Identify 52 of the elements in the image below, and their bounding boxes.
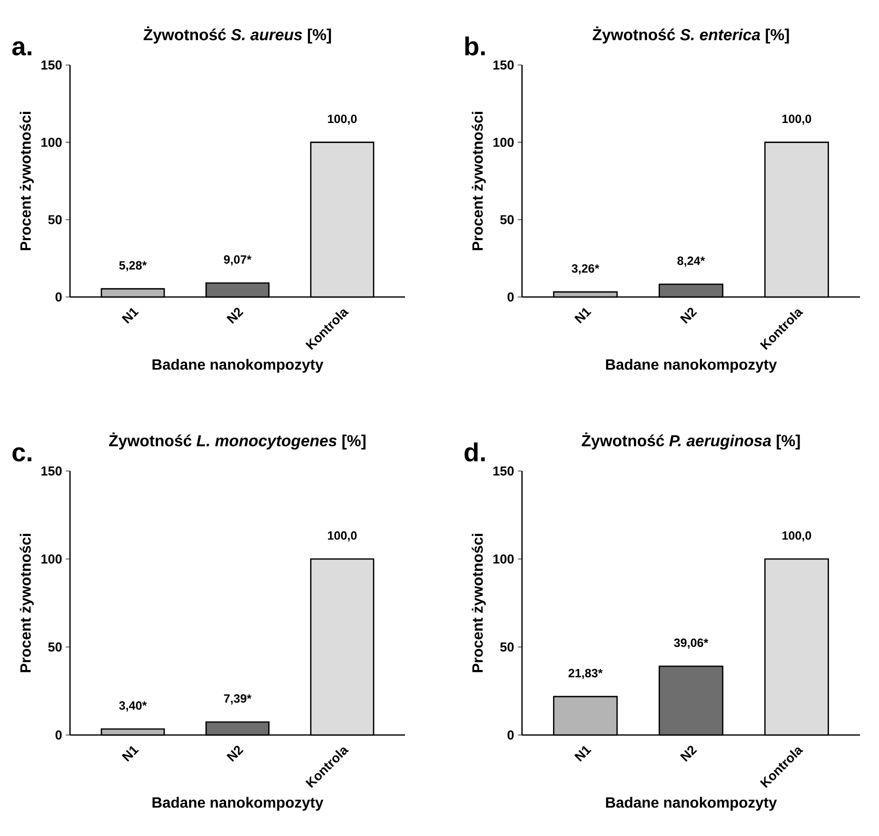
- data-label: 100,0: [328, 114, 357, 125]
- x-tick-label: N2: [226, 308, 244, 324]
- y-axis-title: Procent żywotności: [20, 534, 34, 672]
- chart-title: Żywotność S. aureus [%]: [144, 26, 331, 44]
- x-tick-label: N2: [226, 746, 244, 762]
- x-axis-title: Badane nanokompozyty: [152, 796, 324, 811]
- text: d.: [464, 442, 485, 462]
- y-tick-label: 50: [500, 642, 514, 652]
- y-tick-label: 0: [56, 292, 62, 302]
- x-tick-label: N1: [574, 308, 592, 324]
- y-tick-label: 50: [48, 642, 62, 652]
- y-tick-label: 100: [41, 138, 62, 147]
- y-tick-label: 150: [41, 60, 62, 70]
- y-tick-label: 100: [41, 554, 62, 564]
- y-tick-label: 0: [508, 730, 514, 740]
- data-label: 21,83*: [568, 668, 603, 680]
- y-tick-label: 150: [493, 60, 514, 70]
- data-label: 3,40*: [119, 701, 147, 712]
- data-label: 100,0: [328, 531, 357, 542]
- text: c.: [12, 447, 32, 462]
- x-tick-label: N1: [122, 746, 139, 762]
- data-label: 100,0: [782, 114, 812, 125]
- chart-title: Żywotność S. enterica [%]: [592, 26, 789, 44]
- y-tick-label: 50: [500, 215, 514, 224]
- y-tick-label: 50: [48, 215, 62, 224]
- y-axis-title: Procent żywotności: [20, 112, 34, 250]
- x-axis-title: Badane nanokompozyty: [606, 358, 777, 373]
- x-axis-title: Badane nanokompozyty: [152, 358, 324, 373]
- chart-title: Żywotność L. monocytogenes [%]: [109, 432, 366, 450]
- data-label: 100,0: [782, 531, 812, 542]
- x-axis-title: Badane nanokompozyty: [606, 796, 777, 811]
- text: b.: [465, 36, 485, 56]
- y-tick-label: 100: [493, 554, 514, 564]
- y-tick-label: 150: [493, 466, 514, 476]
- y-tick-label: 100: [493, 138, 514, 147]
- y-tick-label: 0: [508, 292, 514, 302]
- data-label: 8,24*: [677, 256, 705, 267]
- x-tick-label: N1: [574, 746, 592, 762]
- y-tick-label: 150: [41, 466, 62, 476]
- x-tick-label: N2: [680, 308, 698, 324]
- data-label: 39,06*: [674, 638, 708, 649]
- y-tick-label: 0: [56, 730, 62, 740]
- y-axis-title: Procent żywotności: [472, 534, 486, 672]
- x-tick-label: N1: [122, 308, 139, 324]
- data-label: 3,26*: [572, 264, 600, 274]
- y-axis-title: Procent żywotności: [472, 112, 486, 250]
- data-label: 9,07*: [224, 255, 252, 266]
- text: a.: [12, 41, 32, 56]
- data-label: 5,28*: [119, 261, 147, 272]
- data-label: 7,39*: [224, 694, 252, 704]
- x-tick-label: N2: [680, 746, 698, 762]
- chart-title: Żywotność P. aeruginosa [%]: [582, 432, 800, 450]
